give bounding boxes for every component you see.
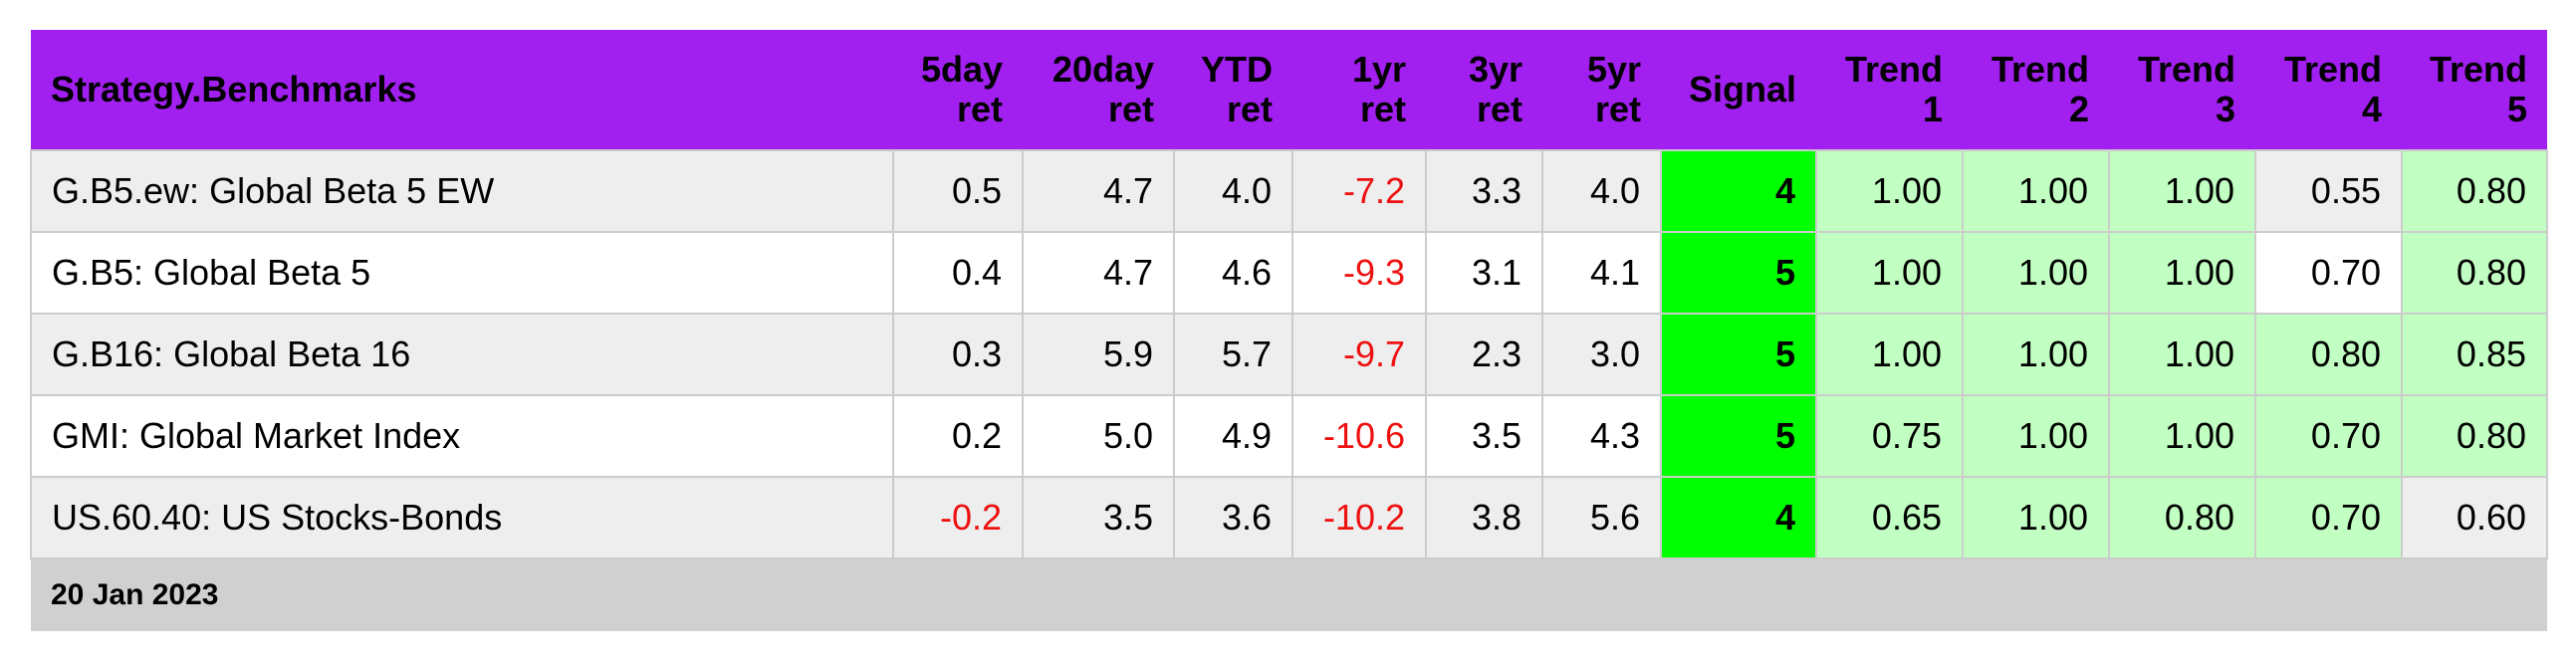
table-row: G.B5.ew: Global Beta 5 EW 0.5 4.7 4.0 -7.2 3.… (30, 149, 2548, 233)
trend-value: 1.00 (1815, 231, 1964, 315)
table-row: G.B16: Global Beta 16 0.3 5.9 5.7 -9.7 2.3 3.0… (30, 313, 2548, 396)
trend-value: 1.00 (1962, 231, 2110, 315)
return-value: 4.6 (1173, 231, 1293, 315)
table-body: G.B5.ew: Global Beta 5 EW 0.5 4.7 4.0 -7.2 3.… (30, 149, 2548, 559)
return-value: 4.9 (1173, 394, 1293, 478)
strategy-name: G.B5: Global Beta 5 (30, 231, 894, 315)
signal: 4 (1660, 476, 1817, 559)
header-row: Strategy.Benchmarks 5day ret 20day ret YTD … (31, 30, 2547, 150)
trend-value: 0.65 (1815, 476, 1964, 559)
return-value: 4.7 (1022, 231, 1175, 315)
return-value: 3.3 (1425, 149, 1543, 233)
table-row: GMI: Global Market Index 0.2 5.0 4.9 -10.6 3.… (30, 394, 2548, 478)
return-value: -7.2 (1291, 149, 1427, 233)
return-value: 3.6 (1173, 476, 1293, 559)
trend-value: 0.60 (2401, 476, 2548, 559)
trend-value: 1.00 (1962, 313, 2110, 396)
column-header: Signal (1661, 30, 1816, 150)
signal: 5 (1660, 313, 1817, 396)
strategy-name: G.B16: Global Beta 16 (30, 313, 894, 396)
column-header: 1yr ret (1292, 30, 1426, 150)
return-value: -0.2 (892, 476, 1024, 559)
return-value: -9.7 (1291, 313, 1427, 396)
return-value: 2.3 (1425, 313, 1543, 396)
trend-value: 0.80 (2254, 313, 2403, 396)
table-row: US.60.40: US Stocks-Bonds -0.2 3.5 3.6 -10.2… (30, 476, 2548, 559)
trend-value: 0.70 (2254, 476, 2403, 559)
return-value: 5.9 (1022, 313, 1175, 396)
column-header: Trend 2 (1963, 30, 2109, 150)
benchmarks-table: Strategy.Benchmarks 5day ret 20day ret YTD … (30, 30, 2548, 631)
trend-value: 0.75 (1815, 394, 1964, 478)
trend-value: 1.00 (1962, 476, 2110, 559)
return-value: -10.6 (1291, 394, 1427, 478)
return-value: 0.5 (892, 149, 1024, 233)
return-value: 5.7 (1173, 313, 1293, 396)
trend-value: 1.00 (1962, 394, 2110, 478)
trend-value: 1.00 (2108, 231, 2256, 315)
column-header: 3yr ret (1426, 30, 1542, 150)
return-value: 4.0 (1173, 149, 1293, 233)
return-value: 0.3 (892, 313, 1024, 396)
trend-value: 1.00 (2108, 313, 2256, 396)
column-header: Trend 4 (2255, 30, 2402, 150)
return-value: 3.1 (1425, 231, 1543, 315)
return-value: -10.2 (1291, 476, 1427, 559)
strategy-name: US.60.40: US Stocks-Bonds (30, 476, 894, 559)
return-value: 3.5 (1022, 476, 1175, 559)
trend-value: 0.80 (2401, 394, 2548, 478)
column-header: 5yr ret (1542, 30, 1661, 150)
column-header: Trend 5 (2402, 30, 2547, 150)
column-header: YTD ret (1174, 30, 1292, 150)
date: 20 Jan 2023 (31, 558, 2547, 631)
strategy-name: GMI: Global Market Index (30, 394, 894, 478)
trend-value: 1.00 (1962, 149, 2110, 233)
column-header: Trend 1 (1816, 30, 1963, 150)
trend-value: 0.80 (2401, 149, 2548, 233)
signal: 5 (1660, 394, 1817, 478)
strategy-name: G.B5.ew: Global Beta 5 EW (30, 149, 894, 233)
return-value: 4.3 (1541, 394, 1662, 478)
column-header: 20day ret (1023, 30, 1174, 150)
trend-value: 0.85 (2401, 313, 2548, 396)
return-value: 4.1 (1541, 231, 1662, 315)
header-title: Strategy.Benchmarks (31, 30, 893, 150)
return-value: 5.6 (1541, 476, 1662, 559)
trend-value: 1.00 (2108, 149, 2256, 233)
return-value: 3.5 (1425, 394, 1543, 478)
table-row: G.B5: Global Beta 5 0.4 4.7 4.6 -9.3 3.1 4.1 5 1… (30, 231, 2548, 315)
signal: 4 (1660, 149, 1817, 233)
trend-value: 0.80 (2401, 231, 2548, 315)
return-value: 0.2 (892, 394, 1024, 478)
trend-value: 0.70 (2254, 394, 2403, 478)
footer-row: 20 Jan 2023 (31, 558, 2547, 631)
return-value: 0.4 (892, 231, 1024, 315)
column-header: Trend 3 (2109, 30, 2255, 150)
column-header: 5day ret (893, 30, 1023, 150)
return-value: 3.0 (1541, 313, 1662, 396)
trend-value: 0.80 (2108, 476, 2256, 559)
trend-value: 1.00 (1815, 149, 1964, 233)
return-value: 4.0 (1541, 149, 1662, 233)
return-value: 3.8 (1425, 476, 1543, 559)
trend-value: 0.55 (2254, 149, 2403, 233)
benchmarks-table-container: Strategy.Benchmarks 5day ret 20day ret YTD … (30, 30, 2548, 631)
trend-value: 0.70 (2254, 231, 2403, 315)
trend-value: 1.00 (2108, 394, 2256, 478)
signal: 5 (1660, 231, 1817, 315)
return-value: -9.3 (1291, 231, 1427, 315)
return-value: 5.0 (1022, 394, 1175, 478)
return-value: 4.7 (1022, 149, 1175, 233)
trend-value: 1.00 (1815, 313, 1964, 396)
